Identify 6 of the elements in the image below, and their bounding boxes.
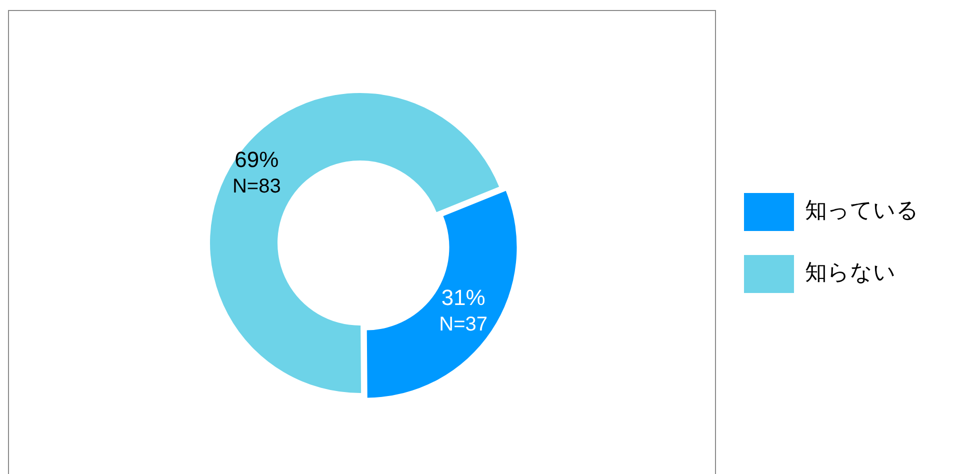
legend-label: 知らない — [805, 260, 896, 286]
text: N=83 — [232, 175, 281, 198]
text: N=37 — [439, 314, 488, 336]
legend-label: 知っている — [805, 198, 919, 224]
data-label: 31% — [441, 285, 486, 310]
data-label: 69% — [234, 146, 279, 172]
